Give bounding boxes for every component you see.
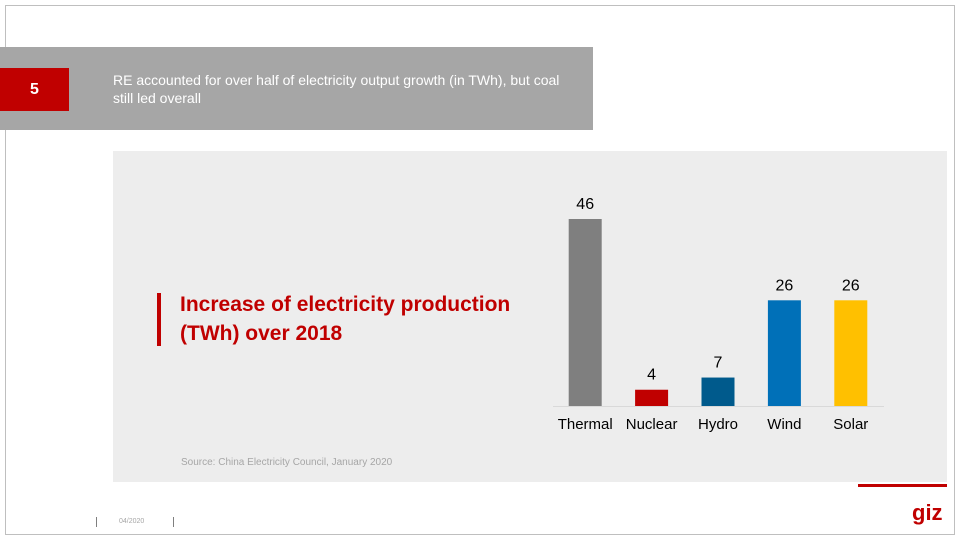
headline: RE accounted for over half of electricit… — [113, 72, 560, 106]
title-accent — [157, 293, 161, 346]
x-tick-label: Thermal — [558, 416, 613, 433]
logo: giz — [912, 500, 943, 525]
value-label: 26 — [776, 277, 794, 294]
bar — [767, 300, 801, 406]
x-tick-label: Nuclear — [626, 416, 678, 433]
x-tick-label: Solar — [833, 416, 868, 433]
footer-separator — [173, 517, 174, 527]
value-label: 7 — [714, 355, 723, 372]
bar — [834, 300, 868, 406]
x-tick-label: Hydro — [698, 416, 738, 433]
value-label: 26 — [842, 277, 860, 294]
value-label: 46 — [576, 196, 594, 213]
footer-rule — [858, 484, 947, 487]
slide-number: 5 — [0, 68, 69, 111]
bar — [701, 377, 735, 406]
x-tick-label: Wind — [767, 416, 801, 433]
chart-panel — [113, 151, 947, 482]
header-band — [0, 47, 593, 130]
bar — [568, 219, 602, 406]
footer-date: 04/2020 — [119, 518, 145, 525]
chart-title: Increase of electricity production (TWh)… — [180, 293, 511, 345]
value-label: 4 — [647, 367, 656, 384]
source: Source: China Electricity Council, Janua… — [181, 457, 393, 468]
footer-separator — [96, 517, 97, 527]
bar — [635, 389, 669, 406]
frame — [5, 5, 955, 535]
